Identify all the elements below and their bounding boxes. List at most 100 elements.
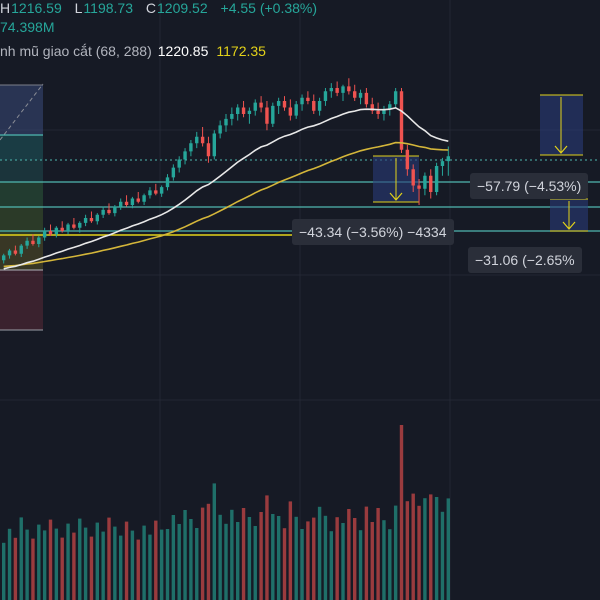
volume-bar: [364, 506, 369, 600]
volume-bar: [200, 507, 205, 600]
volume-bar: [31, 538, 35, 600]
candle: [25, 237, 29, 249]
candle: [429, 169, 433, 199]
volume-bar: [48, 519, 53, 600]
volume-bar: [300, 529, 304, 600]
volume-bar: [446, 498, 450, 600]
volume-bar: [19, 517, 23, 600]
candle: [224, 114, 228, 132]
volume-bar: [119, 535, 123, 600]
volume-bar: [399, 425, 404, 600]
volume-bar: [317, 506, 322, 600]
candle: [154, 183, 158, 196]
candle: [212, 130, 216, 160]
volume-bar: [177, 524, 181, 600]
change-value: +4.55 (+0.38%): [220, 0, 318, 16]
volume-bar: [171, 515, 176, 600]
volume-bar: [236, 522, 240, 600]
candle: [388, 101, 392, 116]
candle: [78, 221, 82, 233]
indicator-name: nh mũ giao cắt (68, 288): [0, 43, 152, 59]
candle: [165, 174, 170, 191]
candle: [66, 222, 70, 235]
candle: [364, 88, 369, 108]
volume-bar: [376, 508, 380, 600]
volume-bar: [282, 528, 287, 600]
candle: [130, 196, 135, 209]
volume-bar: [224, 523, 228, 600]
measure-tag-2: −43.34 (−3.56%) −4334: [292, 219, 454, 245]
candle: [195, 131, 199, 149]
volume-bars: [2, 425, 450, 600]
candles: [2, 78, 450, 264]
volume-bar: [423, 498, 427, 600]
candle: [19, 244, 23, 257]
ema-slow-line: [3, 141, 449, 268]
volume-bar: [393, 505, 398, 600]
candle: [148, 187, 152, 199]
candle: [265, 101, 269, 131]
volume-bar: [148, 534, 152, 600]
high-label: H: [0, 0, 11, 16]
candle: [7, 248, 12, 259]
candle: [89, 211, 94, 223]
candle: [329, 83, 333, 98]
close-label: C: [145, 0, 157, 16]
volume-bar: [259, 512, 263, 600]
candle: [253, 99, 257, 116]
low-label: L: [74, 0, 83, 16]
measure-tag-1: −57.79 (−4.53%): [470, 173, 589, 199]
candle: [54, 226, 59, 238]
candle: [405, 144, 410, 176]
volume-bar: [25, 529, 29, 600]
volume-bar: [335, 517, 339, 600]
candle: [177, 156, 181, 173]
candle: [446, 146, 450, 176]
candle: [241, 101, 246, 118]
volume-bar: [183, 510, 187, 600]
candle: [370, 97, 374, 114]
volume-bar: [241, 508, 246, 600]
volume-bar: [83, 527, 88, 600]
measure-boxes[interactable]: [373, 94, 588, 232]
volume-bar: [154, 520, 158, 600]
candle: [393, 88, 398, 108]
volume-bar: [405, 501, 410, 600]
volume-bar: [440, 511, 445, 600]
volume-bar: [247, 517, 252, 600]
candle: [236, 104, 240, 121]
volume-bar: [288, 501, 293, 600]
fib-retracement-zone[interactable]: [0, 69, 44, 331]
indicator-legend[interactable]: nh mũ giao cắt (68, 288) 1220.85 1172.35: [0, 43, 266, 59]
candle: [335, 81, 339, 97]
candle: [42, 227, 47, 241]
candle: [259, 96, 263, 113]
volume-bar: [329, 531, 333, 600]
candle: [440, 157, 445, 176]
candle: [31, 234, 35, 246]
volume-bar: [306, 521, 310, 600]
volume-bar: [42, 530, 47, 600]
candle: [347, 78, 351, 95]
candle: [60, 221, 64, 233]
measure-tag-3: −31.06 (−2.65%: [468, 247, 582, 273]
candle: [119, 198, 123, 210]
candle: [276, 97, 281, 114]
volume-bar: [66, 523, 70, 600]
candle: [312, 94, 316, 114]
volume-bar: [294, 516, 298, 600]
ema-fast-line: [3, 106, 449, 270]
candle: [230, 107, 234, 126]
volume-bar: [142, 525, 146, 600]
volume-bar: [358, 530, 363, 600]
volume-bar: [276, 516, 281, 600]
candle: [159, 185, 164, 197]
candle: [107, 203, 111, 215]
volume-bar: [124, 521, 129, 600]
volume-bar: [78, 518, 82, 600]
volume-bar: [89, 536, 94, 600]
volume-bar: [212, 483, 216, 600]
fib-trend-line: [0, 83, 44, 141]
